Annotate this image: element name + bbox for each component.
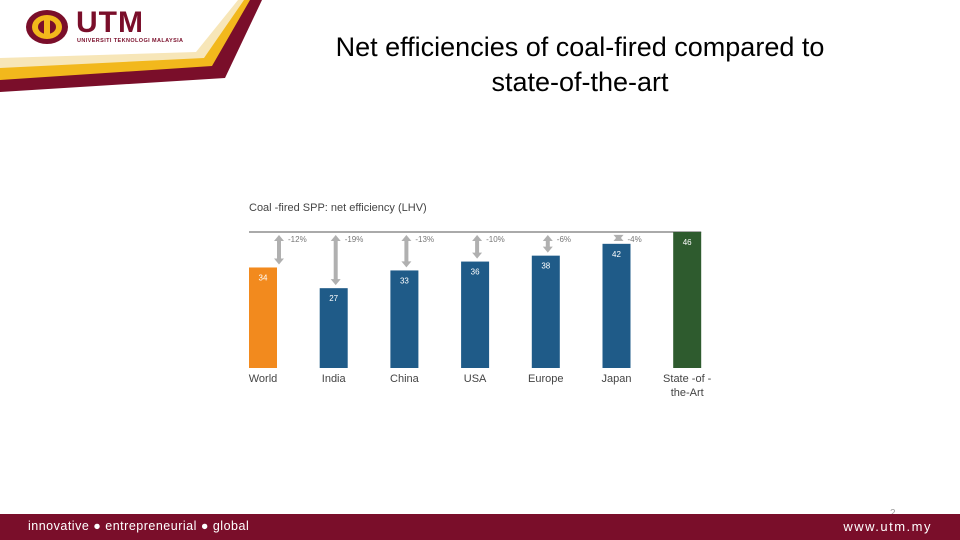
- category-label-3: USA: [464, 373, 487, 385]
- bar-value-label-5: 42: [612, 250, 621, 259]
- gap-arrow-head-top-4: [542, 235, 553, 241]
- gap-arrow-head-bottom-0: [274, 258, 284, 265]
- slide-title-line-2: state-of-the-art: [491, 67, 669, 97]
- slide-title: Net efficiencies of coal-fired compared …: [270, 30, 890, 100]
- gap-arrow-head-bottom-5: [613, 234, 624, 241]
- gap-arrow-head-top-3: [472, 235, 483, 241]
- gap-label-3: -10%: [486, 235, 505, 244]
- gap-arrow-head-bottom-2: [401, 261, 412, 268]
- bar-5: [602, 243, 631, 368]
- bar-3: [461, 261, 490, 368]
- bar-2: [390, 270, 419, 368]
- bar-6: [673, 232, 702, 368]
- gap-arrow-head-bottom-1: [330, 279, 341, 286]
- category-label-1: India: [322, 373, 347, 385]
- footer-url: www.utm.my: [843, 519, 932, 534]
- bar-value-label-3: 36: [471, 268, 480, 277]
- bar-value-label-4: 38: [541, 262, 550, 271]
- gap-label-5: -4%: [628, 235, 642, 244]
- slide-title-line-1: Net efficiencies of coal-fired compared …: [335, 32, 825, 62]
- gap-arrow-head-top-2: [401, 235, 412, 241]
- gap-arrow-head-top-0: [274, 235, 284, 241]
- category-label-6-line-2: the-Art: [671, 387, 704, 399]
- chart-title: Coal -fired SPP: net efficiency (LHV): [249, 202, 427, 214]
- category-label-4: Europe: [528, 373, 563, 385]
- utm-crest-icon: [26, 10, 68, 44]
- footer-bar: innovative ● entrepreneurial ● global ww…: [0, 514, 960, 540]
- logo-wordmark: UTM: [76, 6, 144, 39]
- logo-subtitle: UNIVERSITI TEKNOLOGI MALAYSIA: [77, 38, 184, 44]
- bar-1: [319, 288, 348, 368]
- category-label-5: Japan: [602, 373, 632, 385]
- category-label-0: World: [249, 373, 278, 385]
- category-label-6: State -of -: [663, 373, 712, 385]
- gap-label-1: -19%: [345, 235, 364, 244]
- category-label-2: China: [390, 373, 420, 385]
- gap-label-4: -6%: [557, 235, 571, 244]
- gap-label-2: -13%: [415, 235, 434, 244]
- bar-value-label-2: 33: [400, 276, 409, 285]
- bar-value-label-1: 27: [329, 294, 338, 303]
- gap-arrow-head-top-1: [330, 235, 341, 241]
- bar-value-label-6: 46: [683, 238, 692, 247]
- gap-arrow-head-bottom-4: [542, 246, 553, 253]
- gap-arrow-head-bottom-3: [472, 252, 483, 259]
- page-number: 2: [890, 508, 896, 519]
- footer-tagline: innovative ● entrepreneurial ● global: [28, 519, 250, 533]
- chart-marks: 34 World -12% 27 India -19% 33 China -13% 36 USA -1…: [249, 231, 712, 399]
- bar-4: [531, 255, 560, 368]
- gap-label-0: -12%: [288, 235, 307, 244]
- bar-value-label-0: 34: [259, 273, 268, 282]
- efficiency-bar-chart: Coal -fired SPP: net efficiency (LHV) 34…: [249, 202, 712, 399]
- bar-0: [249, 267, 277, 368]
